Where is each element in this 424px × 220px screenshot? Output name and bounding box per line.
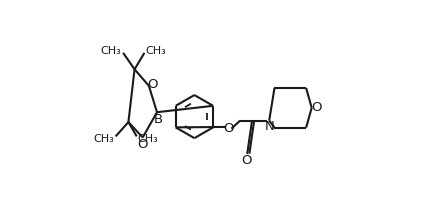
Text: O: O [311,101,321,114]
Text: CH₃: CH₃ [100,46,121,56]
Text: CH₃: CH₃ [138,134,159,144]
Text: O: O [137,138,147,151]
Text: CH₃: CH₃ [93,134,114,144]
Text: O: O [242,154,252,167]
Text: CH₃: CH₃ [145,46,166,56]
Text: B: B [153,113,163,126]
Text: O: O [147,77,158,91]
Text: N: N [264,120,274,133]
Text: O: O [223,122,234,135]
